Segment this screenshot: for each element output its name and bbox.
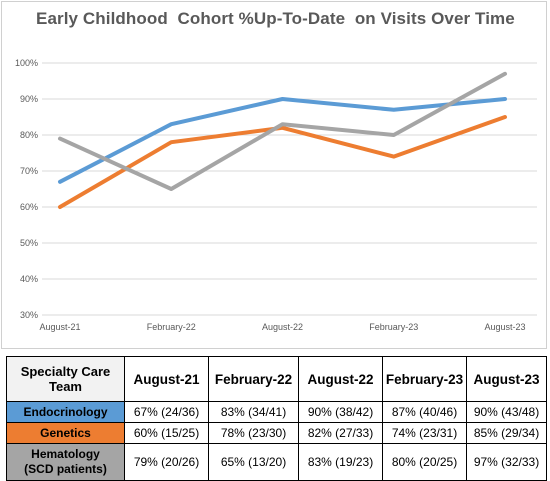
header-team-line2: Team	[49, 379, 82, 394]
team-hematology: Hematology (SCD patients)	[6, 443, 125, 481]
header-team-line1: Specialty Care	[20, 364, 111, 379]
y-tick-label: 60%	[20, 202, 38, 212]
table-cell: 90% (43/48)	[466, 401, 547, 423]
y-tick-label: 90%	[20, 94, 38, 104]
y-tick-label: 100%	[15, 58, 38, 68]
team-endocrinology: Endocrinology	[6, 401, 125, 423]
table-cell: 78% (23/30)	[208, 422, 299, 444]
x-tick-label: August-23	[484, 322, 525, 332]
table-cell: 74% (23/31)	[382, 422, 467, 444]
table-cell: 82% (27/33)	[298, 422, 383, 444]
data-table: Specialty Care Team August-21 February-2…	[6, 356, 547, 481]
table-cell: 85% (29/34)	[466, 422, 547, 444]
table-cell: 79% (20/26)	[124, 443, 209, 481]
header-col-3: August-22	[298, 356, 383, 402]
line-chart: 30% 40% 50% 60% 70% 80% 90% 100% August-21 Februa…	[15, 58, 537, 332]
series-line-hematology-scd-patients	[58, 71, 507, 191]
y-tick-label: 80%	[20, 130, 38, 140]
table-row: Genetics 60% (15/25) 78% (23/30) 82% (27…	[6, 422, 547, 444]
table-row: Endocrinology 67% (24/36) 83% (34/41) 90…	[6, 401, 547, 423]
table-cell: 60% (15/25)	[124, 422, 209, 444]
chart-area	[1, 1, 547, 349]
header-col-2: February-22	[208, 356, 299, 402]
x-tick-label: August-22	[262, 322, 303, 332]
y-tick-label: 40%	[20, 274, 38, 284]
table-header-row: Specialty Care Team August-21 February-2…	[6, 356, 547, 402]
header-col-4: February-23	[382, 356, 467, 402]
table-cell: 83% (19/23)	[298, 443, 383, 481]
table-row: Hematology (SCD patients) 79% (20/26) 65…	[6, 443, 547, 481]
header-col-1: August-21	[124, 356, 209, 402]
table-cell: 67% (24/36)	[124, 401, 209, 423]
x-tick-label: August-21	[39, 322, 80, 332]
team-hematology-line1: Hematology	[31, 447, 100, 461]
chart-title: Early Childhood Cohort %Up-To-Date on Vi…	[36, 9, 515, 28]
table-cell: 87% (40/46)	[382, 401, 467, 423]
series-line-endocrinology	[58, 97, 507, 184]
table-cell: 97% (32/33)	[466, 443, 547, 481]
table-cell: 90% (38/42)	[298, 401, 383, 423]
y-tick-label: 50%	[20, 238, 38, 248]
header-team: Specialty Care Team	[6, 356, 125, 402]
table-cell: 83% (34/41)	[208, 401, 299, 423]
y-tick-label: 30%	[20, 310, 38, 320]
x-tick-label: February-23	[369, 322, 418, 332]
team-genetics: Genetics	[6, 422, 125, 444]
header-col-5: August-23	[466, 356, 547, 402]
table-cell: 80% (20/25)	[382, 443, 467, 481]
series-line-genetics	[58, 115, 507, 209]
table-cell: 65% (13/20)	[208, 443, 299, 481]
y-tick-label: 70%	[20, 166, 38, 176]
x-tick-label: February-22	[147, 322, 196, 332]
team-hematology-line2: (SCD patients)	[24, 462, 107, 476]
